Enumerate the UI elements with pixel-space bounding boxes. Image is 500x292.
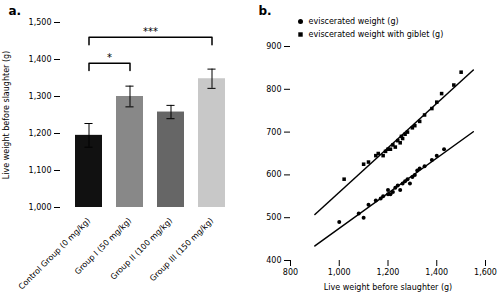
svg-text:eviscerated weight (g): eviscerated weight (g) [309,17,399,26]
svg-text:1,200: 1,200 [377,268,400,277]
svg-text:Live weight before slaughter (: Live weight before slaughter (g) [324,283,452,292]
svg-text:1,600: 1,600 [474,268,497,277]
svg-text:b.: b. [259,4,272,18]
svg-text:***: *** [143,26,158,37]
svg-text:Group I (50 mg/kg): Group I (50 mg/kg) [73,216,134,277]
svg-text:1,000: 1,000 [29,203,52,212]
svg-text:1,200: 1,200 [29,129,52,138]
svg-text:Group II (100 mg/kg): Group II (100 mg/kg) [108,216,175,282]
svg-text:800: 800 [266,85,281,94]
svg-text:eviscerated weight with giblet: eviscerated weight with giblet (g) [309,30,444,39]
svg-text:700: 700 [266,128,281,137]
svg-text:1,400: 1,400 [29,55,52,64]
svg-text:800: 800 [283,268,298,277]
svg-text:Control Group (0 mg/kg): Control Group (0 mg/kg) [17,216,92,291]
svg-text:a.: a. [9,4,22,18]
svg-text:500: 500 [266,213,281,222]
svg-text:1,400: 1,400 [425,268,448,277]
svg-text:1,100: 1,100 [29,166,52,175]
svg-text:900: 900 [266,42,281,51]
svg-text:Group III (150 mg/kg): Group III (150 mg/kg) [148,216,215,283]
svg-text:1,000: 1,000 [328,268,351,277]
svg-text:1,300: 1,300 [29,92,52,101]
svg-text:400: 400 [266,256,281,265]
svg-text:600: 600 [266,170,281,179]
svg-text:Live weight before slaughter (: Live weight before slaughter (g) [2,51,11,179]
svg-text:1,500: 1,500 [29,18,52,27]
svg-text:*: * [107,52,112,63]
